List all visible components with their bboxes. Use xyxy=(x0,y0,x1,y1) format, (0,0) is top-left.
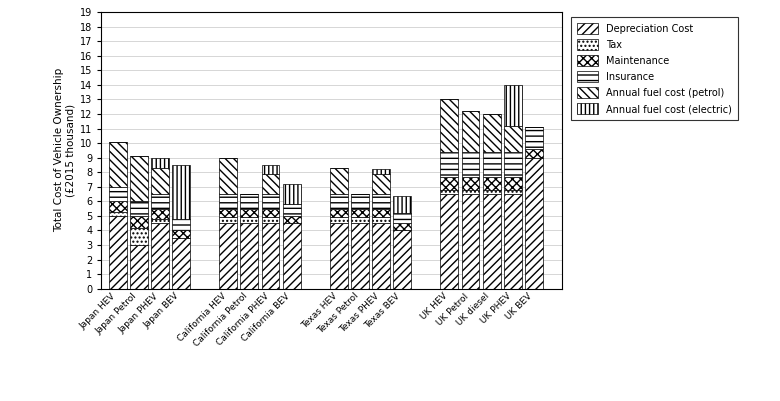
Bar xyxy=(441,194,459,289)
Bar xyxy=(108,142,126,187)
Bar xyxy=(483,114,501,152)
Bar xyxy=(462,152,480,176)
Bar xyxy=(219,158,237,194)
Bar xyxy=(108,216,126,289)
Bar xyxy=(504,126,522,152)
Bar xyxy=(151,209,169,219)
Bar xyxy=(282,223,300,289)
Bar xyxy=(483,190,501,194)
Bar xyxy=(372,169,390,174)
Bar xyxy=(172,231,190,238)
Bar xyxy=(462,176,480,190)
Bar xyxy=(219,217,237,223)
Bar xyxy=(129,216,147,227)
Bar xyxy=(441,176,459,190)
Bar xyxy=(108,201,126,212)
Bar xyxy=(351,217,369,223)
Bar xyxy=(330,168,348,194)
Bar xyxy=(441,152,459,176)
Bar xyxy=(504,190,522,194)
Bar xyxy=(504,176,522,190)
Bar xyxy=(483,176,501,190)
Bar xyxy=(261,174,279,194)
Bar xyxy=(351,194,369,209)
Bar xyxy=(219,194,237,209)
Bar xyxy=(261,223,279,289)
Bar xyxy=(393,196,411,213)
Bar xyxy=(219,209,237,217)
Bar xyxy=(330,209,348,217)
Y-axis label: Total Cost of Vehicle Ownership
(£2015 thousand): Total Cost of Vehicle Ownership (£2015 t… xyxy=(55,68,76,233)
Bar xyxy=(282,184,300,204)
Bar xyxy=(108,212,126,216)
Bar xyxy=(525,158,543,289)
Bar xyxy=(462,111,480,152)
Bar xyxy=(129,156,147,201)
Bar xyxy=(504,194,522,289)
Bar xyxy=(462,194,480,289)
Bar xyxy=(151,219,169,223)
Bar xyxy=(525,127,543,149)
Bar xyxy=(261,194,279,209)
Bar xyxy=(240,223,258,289)
Bar xyxy=(129,227,147,245)
Bar xyxy=(372,223,390,289)
Bar xyxy=(282,216,300,223)
Bar xyxy=(330,194,348,209)
Bar xyxy=(351,223,369,289)
Bar xyxy=(219,223,237,289)
Bar xyxy=(462,190,480,194)
Bar xyxy=(372,194,390,209)
Bar xyxy=(151,194,169,209)
Bar xyxy=(108,187,126,201)
Bar xyxy=(483,152,501,176)
Bar xyxy=(372,217,390,223)
Bar xyxy=(261,165,279,174)
Bar xyxy=(504,85,522,126)
Bar xyxy=(129,245,147,289)
Bar xyxy=(330,217,348,223)
Bar xyxy=(129,201,147,216)
Bar xyxy=(151,168,169,194)
Bar xyxy=(393,213,411,223)
Bar xyxy=(172,238,190,289)
Legend: Depreciation Cost, Tax, Maintenance, Insurance, Annual fuel cost (petrol), Annua: Depreciation Cost, Tax, Maintenance, Ins… xyxy=(571,17,738,120)
Bar xyxy=(393,231,411,289)
Bar xyxy=(240,217,258,223)
Bar xyxy=(525,149,543,158)
Bar xyxy=(372,209,390,217)
Bar xyxy=(240,209,258,217)
Bar xyxy=(261,217,279,223)
Bar xyxy=(483,194,501,289)
Bar xyxy=(504,152,522,176)
Bar xyxy=(172,219,190,231)
Bar xyxy=(172,165,190,219)
Bar xyxy=(151,158,169,168)
Bar xyxy=(441,99,459,152)
Bar xyxy=(372,174,390,194)
Bar xyxy=(330,223,348,289)
Bar xyxy=(441,190,459,194)
Bar xyxy=(151,223,169,289)
Bar xyxy=(240,194,258,209)
Bar xyxy=(261,209,279,217)
Bar xyxy=(351,209,369,217)
Bar xyxy=(282,204,300,216)
Bar xyxy=(393,223,411,231)
